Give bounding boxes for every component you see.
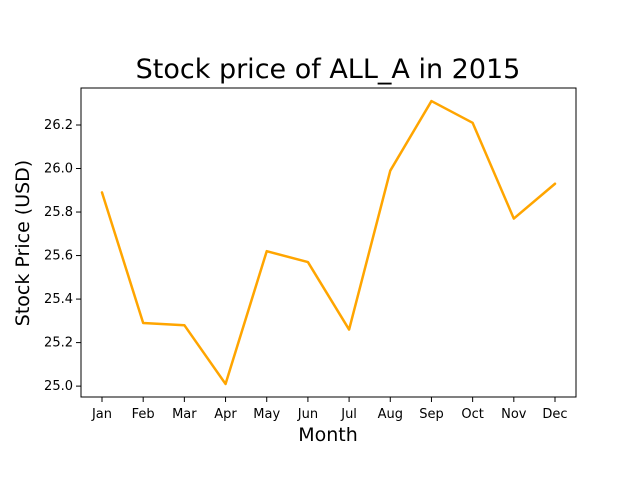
x-axis-tick-label: Apr: [214, 407, 237, 422]
y-axis-label: Stock Price (USD): [12, 160, 34, 326]
x-axis-label: Month: [298, 424, 358, 446]
price-point: [265, 250, 268, 253]
y-axis-tick-label: 25.0: [44, 379, 73, 394]
y-axis-tick-label: 26.2: [44, 118, 73, 133]
price-point: [142, 322, 145, 325]
x-axis-tick-label: Feb: [132, 407, 155, 422]
price-point: [471, 121, 474, 124]
x-axis-tick-label: Sep: [419, 407, 444, 422]
x-axis-tick-label: Oct: [461, 407, 483, 422]
price-point: [183, 324, 186, 327]
y-axis-tick-label: 25.4: [44, 292, 73, 307]
x-axis-tick-label: Jul: [340, 407, 357, 422]
x-axis-tick-label: Dec: [542, 407, 567, 422]
chart-title: Stock price of ALL_A in 2015: [136, 54, 521, 85]
price-point: [348, 328, 351, 331]
price-point: [389, 169, 392, 172]
x-axis-tick-label: Mar: [172, 407, 197, 422]
plot-area: 25.0 25.2 25.4 25.6 25.8 26.0 26.2 Jan Feb Mar Apr…: [44, 87, 577, 422]
y-axis-tick-label: 26.0: [44, 162, 73, 177]
price-point: [430, 100, 433, 103]
price-point: [512, 217, 515, 220]
price-point: [224, 382, 227, 385]
y-axis-tick-label: 25.6: [44, 249, 73, 264]
x-axis-tick-label: Jun: [297, 407, 318, 422]
x-axis-tick-label: Jan: [91, 407, 112, 422]
y-axis-tick-label: 25.8: [44, 205, 73, 220]
x-axis-tick-label: May: [253, 407, 280, 422]
y-axis-tick-label: 25.2: [44, 336, 73, 351]
price-point: [101, 191, 104, 194]
price-point: [554, 182, 557, 185]
plot-frame: [80, 87, 577, 398]
price-point: [306, 261, 309, 264]
x-axis-tick-label: Nov: [501, 407, 527, 422]
x-axis-tick-label: Aug: [378, 407, 403, 422]
price-line-series: [100, 99, 557, 386]
